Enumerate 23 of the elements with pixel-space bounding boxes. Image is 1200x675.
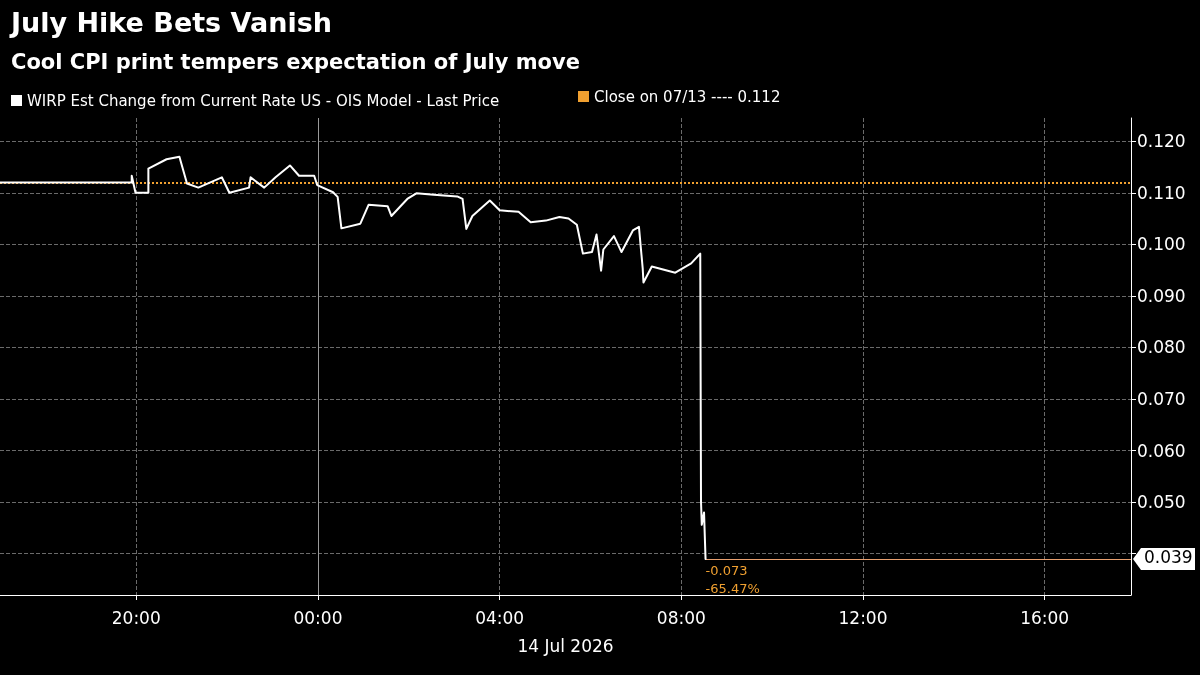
- annotation: -65.47%: [705, 580, 760, 596]
- chart-title: July Hike Bets Vanish: [9, 7, 332, 38]
- x-tick-label: 16:00: [1020, 607, 1070, 628]
- y-tick-label: 0.100: [1137, 234, 1186, 255]
- y-tick-label: 0.060: [1137, 440, 1186, 461]
- y-tick-label: 0.050: [1137, 492, 1186, 513]
- legend-label: WIRP Est Change from Current Rate US - OIS Model - Last Price: [27, 91, 500, 110]
- x-tick-label: 04:00: [475, 607, 525, 628]
- x-tick-label: 20:00: [111, 607, 161, 628]
- y-tick-label: 0.080: [1137, 337, 1186, 358]
- x-axis-title: 14 Jul 2026: [517, 635, 614, 656]
- y-tick-label: 0.120: [1137, 131, 1186, 152]
- line-series: [0, 155, 707, 560]
- x-tick-label: 08:00: [656, 607, 706, 628]
- annotation: -0.073: [705, 562, 748, 578]
- data-label: 0.039: [1144, 547, 1193, 568]
- y-tick-label: 0.090: [1137, 285, 1186, 306]
- x-tick-label: 12:00: [838, 607, 888, 628]
- chart-subtitle: Cool CPI print tempers expectation of July move: [11, 49, 580, 74]
- legend-label: Close on 07/13 ---- 0.112: [594, 87, 781, 106]
- y-tick-label: 0.110: [1137, 182, 1186, 203]
- y-tick-label: 0.070: [1137, 389, 1186, 410]
- x-tick-label: 00:00: [293, 607, 343, 628]
